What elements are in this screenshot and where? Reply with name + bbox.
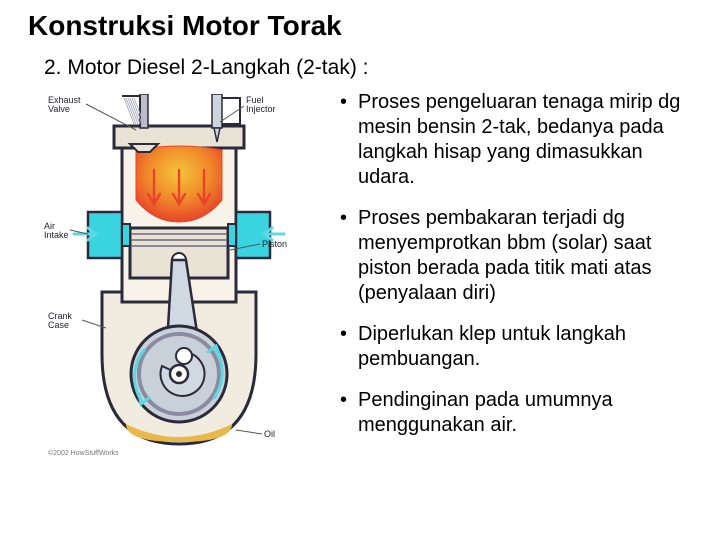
label-copyright: ©2002 HowStuffWorks bbox=[48, 450, 119, 457]
label-fuel-injector: FuelInjector bbox=[246, 96, 276, 115]
list-item: • Diperlukan klep untuk langkah pembuang… bbox=[340, 322, 692, 372]
bullet-text: Proses pengeluaran tenaga mirip dg mesin… bbox=[358, 90, 692, 190]
bullet-text: Diperlukan klep untuk langkah pembuangan… bbox=[358, 322, 692, 372]
page-title: Konstruksi Motor Torak bbox=[28, 10, 692, 42]
engine-diagram: ExhaustValve FuelInjector AirIntake Pist… bbox=[44, 94, 314, 464]
list-item: • Proses pengeluaran tenaga mirip dg mes… bbox=[340, 90, 692, 190]
bullet-text: Pendinginan pada umumnya menggunakan air… bbox=[358, 388, 692, 438]
list-item: • Proses pembakaran terjadi dg menyempro… bbox=[340, 206, 692, 306]
label-oil: Oil bbox=[264, 430, 275, 439]
label-piston: Piston bbox=[262, 240, 287, 249]
label-crank-case: CrankCase bbox=[48, 312, 72, 331]
bullet-icon: • bbox=[340, 388, 358, 413]
label-air-intake: AirIntake bbox=[44, 222, 69, 241]
bullet-text: Proses pembakaran terjadi dg menyemprotk… bbox=[358, 206, 692, 306]
label-exhaust-valve: ExhaustValve bbox=[48, 96, 81, 115]
bullet-icon: • bbox=[340, 322, 358, 347]
diagram-column: ExhaustValve FuelInjector AirIntake Pist… bbox=[28, 90, 334, 464]
bullet-icon: • bbox=[340, 90, 358, 115]
bullet-icon: • bbox=[340, 206, 358, 231]
bullet-list: • Proses pengeluaran tenaga mirip dg mes… bbox=[334, 90, 692, 454]
list-item: • Pendinginan pada umumnya menggunakan a… bbox=[340, 388, 692, 438]
subtitle: 2. Motor Diesel 2-Langkah (2-tak) : bbox=[44, 56, 692, 80]
